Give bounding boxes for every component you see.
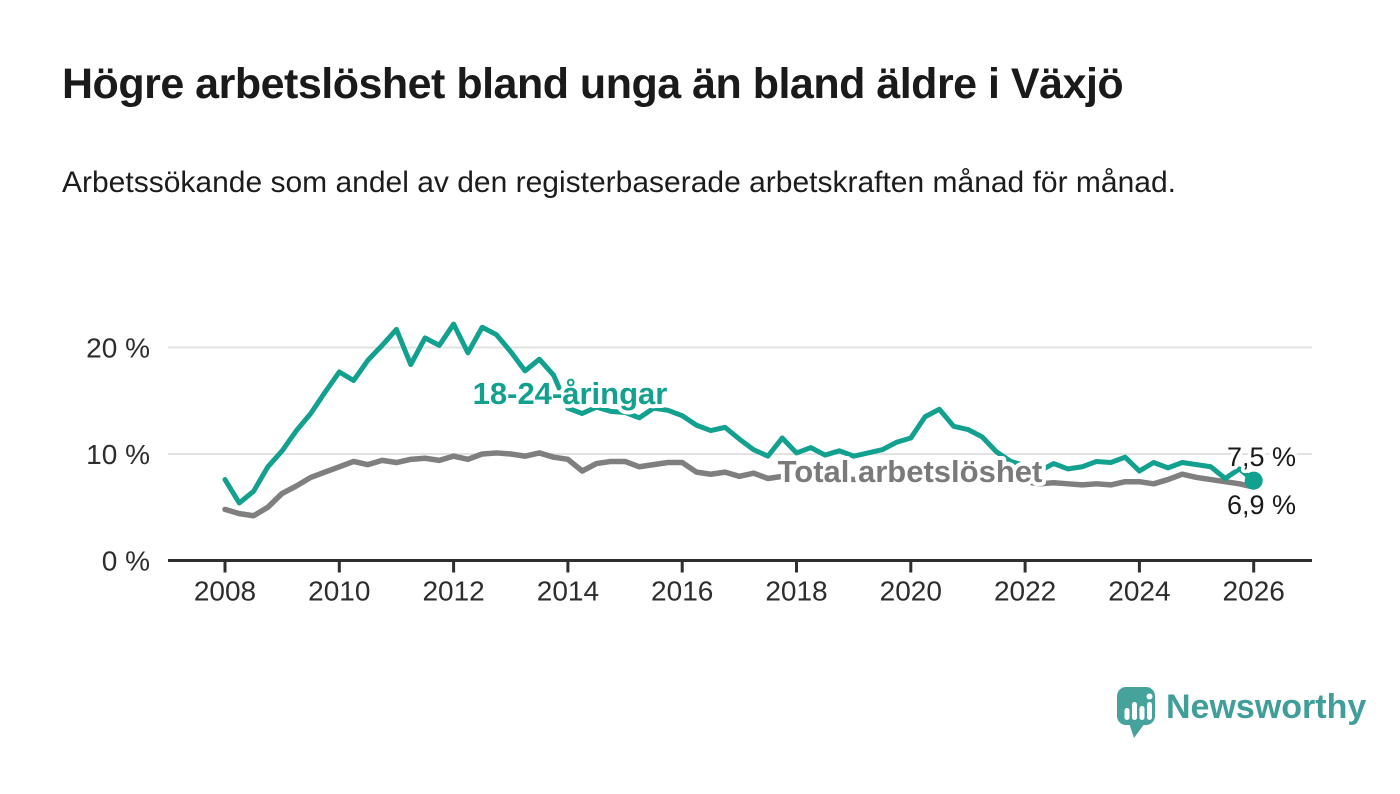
youth-series-line [222,321,1257,506]
youth-end-dot [1244,471,1263,490]
newsworthy-logo-icon [1117,687,1155,738]
total-series-label: Total arbetslöshet [778,454,1043,489]
x-tick-label: 2018 [765,576,827,607]
brand-footer: Newsworthy [1112,684,1366,744]
page-subtitle: Arbetssökande som andel av den registerb… [62,166,1176,199]
total-end-value-label: 6,9 % [1227,490,1296,520]
x-tick-label: 2008 [194,576,256,607]
x-tick-label: 2010 [308,576,370,607]
x-tick-label: 2024 [1108,576,1170,607]
x-tick-label: 2026 [1223,576,1285,607]
x-tick-label: 2014 [537,576,599,607]
brand-wordmark: Newsworthy [1166,688,1367,726]
total-series-line [222,450,1257,519]
x-tick-label: 2016 [651,576,713,607]
youth-series-label: 18-24-åringar [473,376,668,411]
y-tick-label: 0 % [102,546,150,577]
youth-end-value-label: 7,5 % [1227,442,1296,472]
page-title: Högre arbetslöshet bland unga än bland ä… [62,60,1124,108]
x-tick-label: 2022 [994,576,1056,607]
x-tick-label: 2012 [422,576,484,607]
y-tick-label: 10 % [86,439,150,470]
x-tick-label: 2020 [880,576,942,607]
y-tick-label: 20 % [86,333,150,364]
